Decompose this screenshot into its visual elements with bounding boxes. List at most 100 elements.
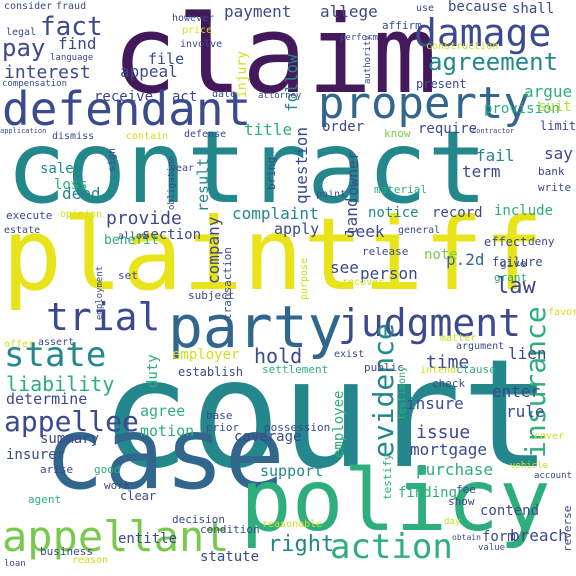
word: provision [484, 101, 560, 117]
word: finding [398, 485, 458, 501]
word: see [330, 258, 359, 277]
word: good [94, 463, 121, 476]
word: fact [40, 12, 103, 42]
word: subject [188, 289, 235, 302]
word: appellee [4, 405, 139, 438]
word: clause [456, 363, 496, 376]
word: find [58, 34, 97, 53]
word: shall [512, 1, 555, 17]
word: record [432, 205, 483, 221]
word: compensation [2, 79, 68, 89]
word: term [462, 162, 501, 181]
word: state [4, 335, 107, 375]
word: deed [62, 184, 101, 203]
word: assert [38, 337, 75, 348]
word: authority [363, 35, 373, 84]
word: section [142, 227, 202, 243]
word: rule [506, 402, 545, 421]
word: failure [492, 255, 543, 269]
word: policy [240, 451, 551, 551]
word: injury [235, 51, 250, 98]
word: contract [6, 109, 488, 226]
word: bank [538, 165, 565, 178]
word: business [40, 545, 93, 558]
word: claim [112, 0, 438, 118]
word: set [118, 269, 138, 282]
word: issue [416, 422, 471, 443]
word: agree [140, 402, 186, 420]
word: lien [508, 344, 547, 363]
word: apply [274, 220, 320, 238]
word: obligation [167, 155, 177, 210]
word: enter [492, 382, 541, 401]
word: present [416, 77, 467, 91]
word: plaintiff [2, 196, 544, 313]
word: loan [4, 559, 26, 569]
word: complaint [232, 204, 319, 223]
word: allow [118, 231, 149, 242]
word: employment [95, 265, 105, 320]
word: case [44, 395, 285, 512]
word: show [448, 495, 475, 508]
word: clear [120, 489, 157, 503]
word: determine [6, 390, 88, 408]
word: purchase [416, 460, 494, 479]
word: possession [264, 421, 331, 434]
word: statute [200, 549, 260, 565]
word: matter [440, 333, 477, 344]
word: damage [414, 11, 552, 55]
word: motion [140, 422, 195, 440]
word: purpose [299, 257, 310, 300]
word: execute [6, 209, 53, 222]
word: cover [534, 431, 565, 442]
word: result [194, 157, 212, 212]
word: involve [180, 39, 223, 50]
word: person [360, 264, 418, 283]
word: vehicle [510, 461, 548, 471]
word: decision [172, 513, 225, 526]
word: time [426, 352, 470, 373]
word: deny [528, 235, 555, 248]
word: limit [540, 119, 576, 133]
word: however [172, 13, 215, 24]
word: settlement [262, 363, 329, 376]
word: allege [320, 2, 378, 21]
word: employee [331, 390, 347, 458]
word: know [384, 127, 411, 140]
word: price [182, 25, 213, 36]
word: sign [107, 147, 118, 172]
word: action [330, 527, 453, 567]
word: bring [265, 156, 278, 190]
word: owner [344, 150, 362, 196]
word: favor [548, 307, 576, 318]
word: contractor [472, 127, 515, 135]
word: contain [126, 131, 169, 142]
word: testify [381, 453, 394, 500]
word: year [170, 163, 195, 174]
word: base [206, 409, 233, 422]
word: sale [40, 161, 74, 177]
word: right [268, 532, 335, 557]
word: application [0, 127, 47, 135]
word: employer [172, 347, 240, 363]
word: construction [426, 41, 499, 52]
word: argue [524, 82, 573, 101]
word: testimony [397, 365, 408, 420]
word: mortgage [410, 440, 488, 459]
word: coverage [234, 429, 302, 445]
word: note [424, 247, 458, 263]
word: argument [456, 341, 505, 352]
word: prior [206, 421, 240, 434]
word: obtain [452, 533, 481, 542]
word: say [544, 144, 573, 163]
word: include [494, 203, 554, 219]
word: breach [510, 526, 568, 545]
word: account [534, 471, 572, 481]
word: question [292, 126, 311, 204]
word: use [416, 3, 435, 14]
word: suit [538, 99, 572, 115]
word: evidence [367, 323, 400, 458]
word: public [364, 361, 404, 374]
word: intend [420, 365, 457, 376]
word: court [100, 328, 552, 502]
